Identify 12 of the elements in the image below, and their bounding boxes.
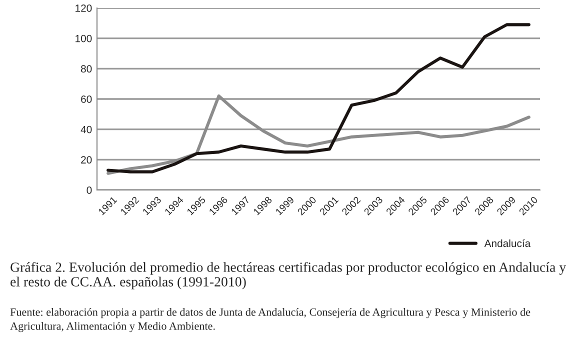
y-tick-label: 100 (76, 34, 92, 42)
y-tick-label: 20 (81, 156, 92, 164)
y-tick-label: 80 (81, 65, 92, 73)
line-series (106, 23, 530, 174)
legend-label: Andalucía (484, 239, 531, 248)
line-series (106, 94, 530, 175)
text: Gráfica 2. Evolución del promedio de hectáreas certificadas por productor ecológico en Andalucía y el resto de CC.AA. españolas (1991-2010) (10, 262, 566, 290)
y-tick-label: 0 (86, 186, 92, 194)
source-note: Fuente: elaboración propia a partir de datos de Junta de Andalucía, Consejería de Agricultura y Pesca y Ministerio de Agricultura, Alimentación y Medio Ambiente. (10, 308, 530, 332)
y-tick-label: 60 (81, 96, 92, 103)
y-tick-label: 40 (80, 126, 92, 134)
y-tick-label: 120 (76, 4, 92, 12)
